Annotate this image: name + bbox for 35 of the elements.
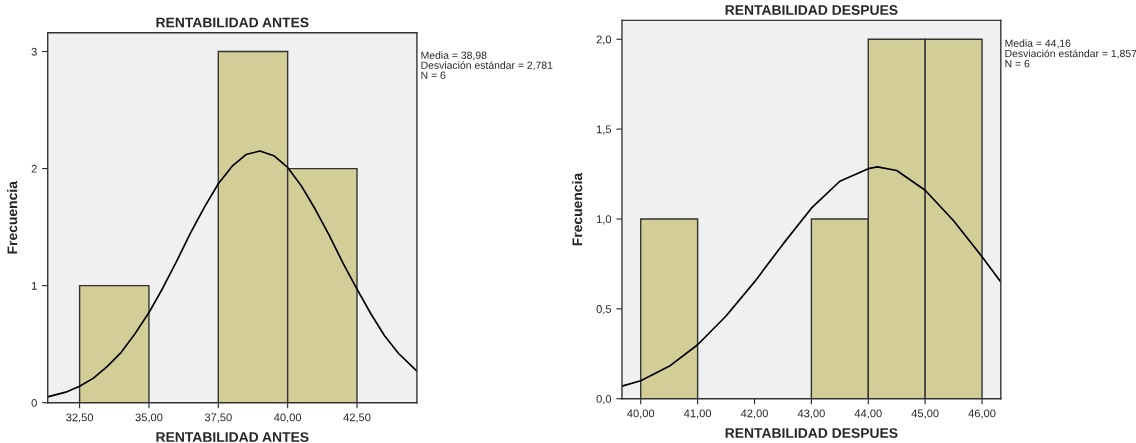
text: N = 6 [1005,60,1030,68]
x-tick-label: 45,00 [911,409,939,419]
y-tick-label: 1,0 [596,215,612,225]
x-tick-label: 46,00 [968,409,996,419]
line-series [47,150,417,398]
y-tick-label: 3 [31,47,37,56]
x-tick-label: 43,00 [797,409,825,419]
text: N = 6 [421,71,446,79]
text: Media = 44,16 [1005,39,1071,49]
x-tick-label: 37,50 [204,413,232,423]
x-tick-label: 35,00 [135,413,163,423]
y-tick-label: 0,0 [596,394,612,405]
x-tick-label: 42,50 [343,413,371,423]
text: Desviación estándar = 2,781 [421,61,553,71]
y-tick-label: 0 [31,398,37,407]
x-tick-label: 44,00 [854,409,882,419]
y-tick-label: 0,5 [596,305,612,315]
y-tick-label: 2,0 [596,35,612,45]
x-tick-label: 32,50 [66,413,94,423]
x-tick-label: 40,00 [274,413,302,423]
text: Media = 38,98 [421,51,487,61]
chart-title: RENTABILIDAD DESPUES [725,5,898,15]
y-tick-label: 2 [31,164,37,173]
x-tick-label: 42,00 [740,409,768,419]
y-axis-title: Frecuencia [7,180,18,254]
x-axis-title: RENTABILIDAD ANTES [156,432,309,442]
y-tick-label: 1 [31,282,37,290]
chart-title: RENTABILIDAD ANTES [156,17,309,28]
x-tick-label: 40,00 [627,409,655,419]
y-axis-title: Frecuencia [572,172,583,246]
line-series [621,166,1001,387]
y-tick-label: 1,5 [596,125,612,135]
x-tick-label: 41,00 [683,409,712,419]
x-axis-title: RENTABILIDAD DESPUES [725,428,898,439]
text: Desviación estándar = 1,857 [1005,49,1136,59]
